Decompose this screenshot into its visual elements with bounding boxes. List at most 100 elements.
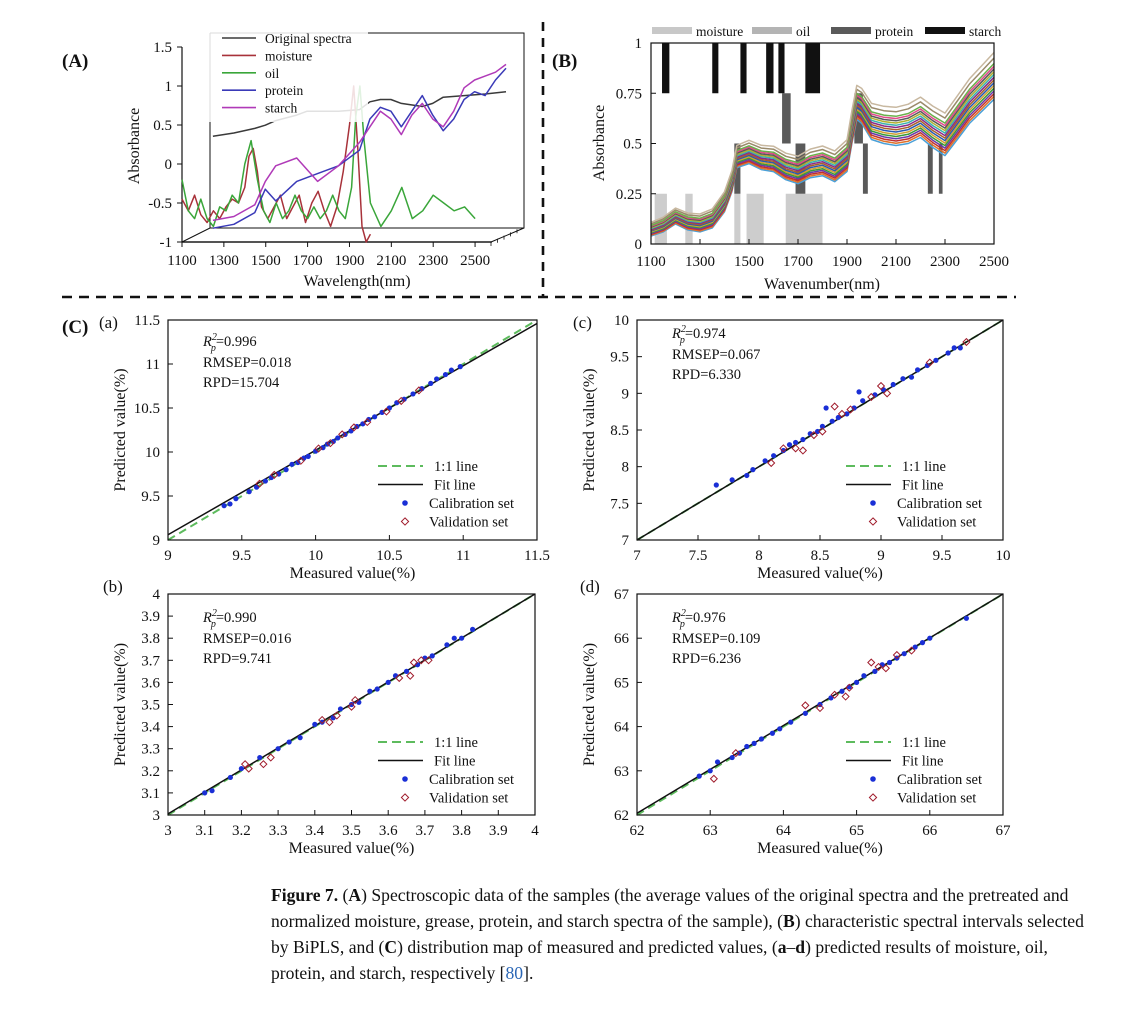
legend-B-label: starch bbox=[969, 24, 1001, 39]
legend-B-label: protein bbox=[875, 24, 913, 39]
validation-point-a bbox=[338, 430, 347, 439]
calibration-point-b bbox=[337, 706, 344, 712]
rmsep-stat-a: RMSEP=0.018 bbox=[203, 355, 291, 371]
calibration-point-a bbox=[246, 489, 252, 495]
y-tick-label-b: 3.7 bbox=[141, 653, 160, 669]
series-A-line bbox=[212, 63, 507, 222]
legend-swatch-validation bbox=[400, 793, 410, 802]
validation-point-a bbox=[397, 396, 406, 406]
y-tick-label-a: 10.5 bbox=[134, 401, 160, 417]
legend-label: 1:1 line bbox=[902, 459, 946, 475]
x-tick-label-c: 8.5 bbox=[811, 548, 830, 564]
validation-point-d bbox=[841, 692, 850, 701]
y-tick-label-b: 3.6 bbox=[141, 675, 160, 691]
calibration-point-b bbox=[374, 686, 380, 692]
panel-label-A: (A) bbox=[62, 51, 88, 72]
calibration-point-a bbox=[283, 467, 289, 473]
calibration-point-d bbox=[854, 679, 860, 686]
x-tick-label-d: 64 bbox=[776, 823, 792, 839]
x-axis-label-d: Measured value(%) bbox=[757, 840, 883, 857]
calibration-point-a bbox=[221, 503, 227, 509]
interval-bar-B bbox=[927, 143, 933, 194]
legend-label: Validation set bbox=[897, 515, 976, 531]
figure-caption: Figure 7. (A) Spectroscopic data of the … bbox=[271, 882, 1101, 986]
y-tick-label-d: 66 bbox=[614, 631, 630, 647]
y-axis-label-B: Absorbance bbox=[591, 105, 608, 181]
x-tick-label-d: 66 bbox=[922, 823, 938, 839]
calibration-point-c bbox=[908, 374, 915, 380]
x-tick-label-c: 9 bbox=[877, 548, 885, 564]
y-tick-label-c: 8 bbox=[622, 460, 630, 476]
y-tick-label-d: 65 bbox=[614, 675, 629, 691]
calibration-point-a bbox=[419, 386, 425, 392]
calibration-point-c bbox=[771, 453, 777, 459]
y-tick-label-c: 9 bbox=[622, 386, 630, 402]
x-tick-label-b: 3 bbox=[164, 823, 172, 839]
interval-bar-B bbox=[782, 93, 791, 144]
legend-B-swatch bbox=[925, 27, 965, 34]
validation-point-b bbox=[424, 656, 433, 665]
y-tick-label-B: 0.75 bbox=[616, 86, 642, 102]
y-tick-label-a: 11.5 bbox=[134, 313, 160, 329]
calibration-point-a bbox=[434, 376, 440, 382]
y-tick-label-b: 3 bbox=[153, 808, 161, 824]
x-tick-label-c: 7.5 bbox=[689, 548, 708, 564]
y-tick-label-A: -0.5 bbox=[148, 196, 172, 212]
rpd-stat-b: RPD=9.741 bbox=[203, 651, 272, 667]
x-tick-label-B: 1900 bbox=[832, 254, 862, 270]
validation-point-a bbox=[326, 439, 335, 448]
y-tick-label-A: 1.5 bbox=[153, 40, 172, 56]
x-tick-label-b: 4 bbox=[531, 823, 539, 839]
calibration-point-b bbox=[459, 635, 465, 641]
calibration-point-c bbox=[915, 367, 921, 373]
calibration-point-d bbox=[927, 635, 933, 641]
validation-point-c bbox=[876, 381, 886, 391]
y-tick-label-b: 4 bbox=[153, 587, 161, 603]
interval-bar-B bbox=[785, 193, 823, 244]
calibration-point-a bbox=[335, 435, 341, 441]
spectrum-B-line bbox=[650, 51, 995, 223]
y-tick-label-b: 3.3 bbox=[141, 742, 160, 758]
legend-B-label: oil bbox=[796, 24, 811, 39]
x-tick-label-b: 3.7 bbox=[416, 823, 435, 839]
interval-bar-B bbox=[938, 143, 943, 194]
legend-swatch-validation bbox=[400, 517, 410, 526]
validation-point-d bbox=[815, 703, 825, 713]
r2-stat-d: R2 p=0.976 bbox=[671, 608, 726, 630]
y-tick-label-c: 7.5 bbox=[610, 496, 629, 512]
y-tick-label-b: 3.5 bbox=[141, 698, 160, 714]
calibration-point-b bbox=[451, 635, 457, 641]
calibration-point-d bbox=[886, 659, 893, 666]
calibration-point-a bbox=[372, 414, 378, 420]
x-tick-label-b: 3.1 bbox=[195, 823, 214, 839]
caption-part: ) characteristic spectral intervals sele… bbox=[271, 911, 1084, 957]
calibration-point-b bbox=[202, 790, 208, 796]
x-tick-label-A: 1500 bbox=[251, 253, 281, 269]
y-tick-label-b: 3.8 bbox=[141, 631, 160, 647]
validation-point-c bbox=[837, 409, 847, 418]
validation-point-b bbox=[406, 671, 415, 680]
calibration-point-c bbox=[933, 357, 939, 363]
calibration-point-a bbox=[330, 438, 336, 445]
x-tick-label-a: 11.5 bbox=[524, 548, 550, 564]
validation-point-b bbox=[318, 715, 327, 725]
validation-point-a bbox=[414, 386, 424, 395]
validation-point-b bbox=[347, 702, 356, 711]
caption-reference-link[interactable]: 80 bbox=[505, 963, 524, 983]
x-tick-label-d: 67 bbox=[996, 823, 1012, 839]
validation-point-c bbox=[962, 337, 971, 347]
validation-point-b bbox=[351, 695, 360, 705]
rmsep-stat-b: RMSEP=0.016 bbox=[203, 631, 291, 647]
legend-A-label: Original spectra bbox=[265, 31, 352, 46]
calibration-point-d bbox=[901, 651, 907, 657]
legend-A-label: protein bbox=[265, 83, 303, 98]
y-axis-label-c: Predicted value(%) bbox=[581, 368, 598, 491]
x-tick-label-b: 3.5 bbox=[342, 823, 361, 839]
legend-swatch-validation bbox=[868, 517, 878, 526]
calibration-point-b bbox=[238, 765, 244, 772]
validation-point-d bbox=[830, 690, 839, 699]
caption-text: (A) Spectroscopic data of the samples (t… bbox=[271, 885, 1084, 983]
validation-point-b bbox=[395, 673, 404, 683]
legend-A-label: moisture bbox=[265, 48, 312, 63]
